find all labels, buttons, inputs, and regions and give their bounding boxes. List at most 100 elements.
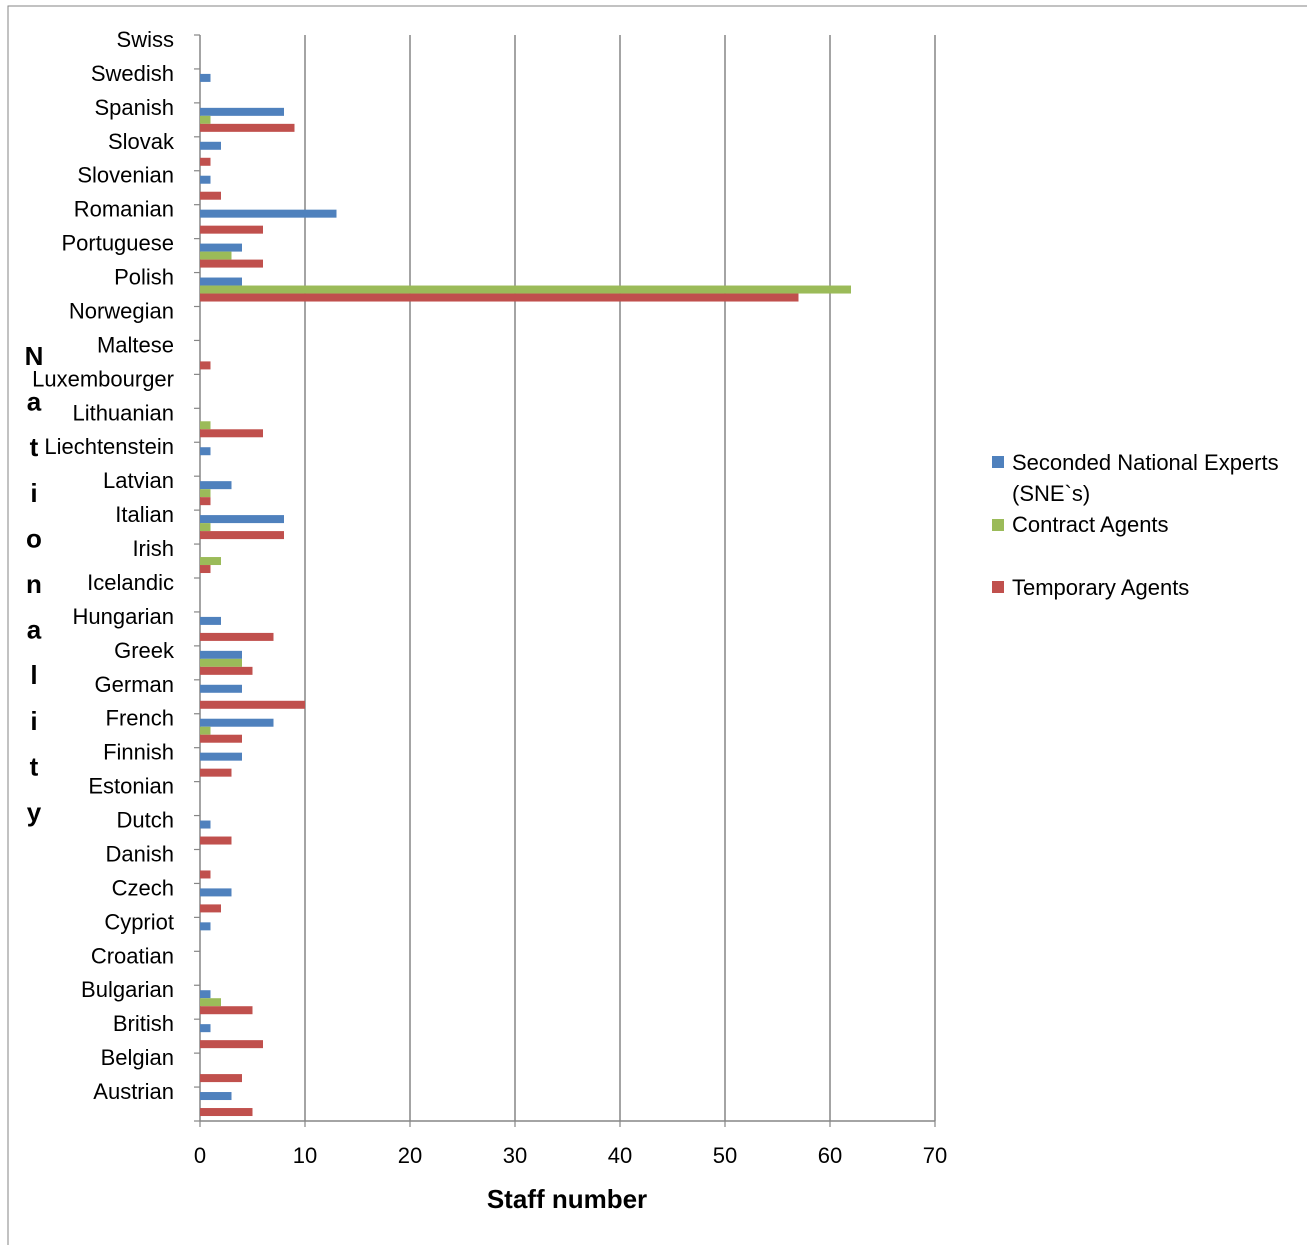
y-axis-title-letter: i [30,706,37,736]
bar-british-seconded-national-experts-sne-s [200,1024,211,1033]
bar-spanish-seconded-national-experts-sne-s [200,107,284,116]
bar-maltese-temporary-agents [200,361,211,370]
category-label-belgian: Belgian [101,1045,174,1070]
category-label-croatian: Croatian [91,943,174,968]
category-label-slovak: Slovak [108,129,175,154]
bar-austrian-seconded-national-experts-sne-s [200,1092,232,1101]
y-axis-title-letter: o [26,523,42,553]
x-tick-label-30: 30 [503,1143,527,1168]
bar-lithuanian-temporary-agents [200,429,263,438]
category-label-maltese: Maltese [97,332,174,357]
bar-irish-temporary-agents [200,565,211,574]
bar-german-seconded-national-experts-sne-s [200,684,242,693]
y-axis-title-letter: a [27,615,42,645]
bar-lithuanian-contract-agents [200,421,211,430]
category-label-italian: Italian [115,502,174,527]
bar-cypriot-seconded-national-experts-sne-s [200,922,211,931]
category-label-swedish: Swedish [91,61,174,86]
bar-greek-contract-agents [200,658,242,667]
bar-liechtenstein-seconded-national-experts-sne-s [200,447,211,456]
x-tick-label-60: 60 [818,1143,842,1168]
bar-bulgarian-contract-agents [200,998,221,1007]
category-label-spanish: Spanish [94,95,174,120]
category-label-lithuanian: Lithuanian [72,400,174,425]
bar-belgian-temporary-agents [200,1074,242,1083]
bar-slovak-seconded-national-experts-sne-s [200,141,221,150]
bar-portuguese-seconded-national-experts-sne-s [200,243,242,252]
legend-label-temporary-agents: Temporary Agents [1012,575,1189,600]
x-tick-label-70: 70 [923,1143,947,1168]
y-axis-title-letter: N [25,341,44,371]
bar-czech-seconded-national-experts-sne-s [200,888,232,897]
legend: Seconded National Experts (SNE`s) Contra… [992,450,1279,600]
category-label-dutch: Dutch [117,808,174,833]
y-axis-title-letter: y [27,797,42,827]
bar-latvian-seconded-national-experts-sne-s [200,481,232,490]
bar-slovak-temporary-agents [200,157,211,166]
bar-dutch-seconded-national-experts-sne-s [200,820,211,829]
bar-german-temporary-agents [200,700,305,709]
bar-french-seconded-national-experts-sne-s [200,718,274,727]
category-label-romanian: Romanian [74,197,174,222]
y-axis-title-letter: i [30,478,37,508]
category-label-bulgarian: Bulgarian [81,977,174,1002]
x-tick-label-20: 20 [398,1143,422,1168]
category-label-liechtenstein: Liechtenstein [44,434,174,459]
bar-slovenian-temporary-agents [200,191,221,200]
legend-label-sne-line2: (SNE`s) [1012,481,1090,506]
bar-irish-contract-agents [200,557,221,566]
category-label-british: British [113,1011,174,1036]
legend-swatch-sne [992,456,1004,468]
bar-greek-temporary-agents [200,666,253,675]
bar-polish-contract-agents [200,285,851,294]
y-axis-title-letter: t [30,432,39,462]
bar-bulgarian-seconded-national-experts-sne-s [200,990,211,999]
category-label-portuguese: Portuguese [61,231,174,256]
bar-portuguese-temporary-agents [200,259,263,268]
category-label-swiss: Swiss [117,27,174,52]
bar-polish-temporary-agents [200,293,799,302]
category-label-slovenian: Slovenian [77,163,174,188]
legend-swatch-temporary-agents [992,581,1004,593]
bar-latvian-contract-agents [200,489,211,498]
legend-label-contract-agents: Contract Agents [1012,512,1169,537]
y-axis-title-letter: t [30,751,39,781]
category-labels: Austrian Belgian British Bulgarian Croatian C… [32,27,175,1104]
bar-italian-temporary-agents [200,531,284,540]
bars [200,73,851,1117]
bar-polish-seconded-national-experts-sne-s [200,277,242,286]
category-label-hungarian: Hungarian [72,604,174,629]
bar-hungarian-seconded-national-experts-sne-s [200,616,221,625]
category-label-german: German [95,672,174,697]
category-label-finnish: Finnish [103,740,174,765]
bar-greek-seconded-national-experts-sne-s [200,650,242,659]
category-label-icelandic: Icelandic [87,570,174,595]
bar-spanish-contract-agents [200,115,211,124]
bar-finnish-seconded-national-experts-sne-s [200,752,242,761]
category-label-polish: Polish [114,265,174,290]
bar-danish-temporary-agents [200,870,211,879]
bar-dutch-temporary-agents [200,836,232,845]
category-label-estonian: Estonian [88,774,174,799]
category-label-latvian: Latvian [103,468,174,493]
y-axis-title-letter: l [30,660,37,690]
x-tick-labels: 0 10 20 30 40 50 60 70 [194,1143,947,1168]
category-label-czech: Czech [112,875,174,900]
bar-italian-contract-agents [200,523,211,532]
bar-hungarian-temporary-agents [200,632,274,641]
category-label-irish: Irish [132,536,174,561]
y-axis-title-letter: n [26,569,42,599]
x-axis-title: Staff number [487,1184,647,1214]
y-axis-title-letter: a [27,387,42,417]
gridlines [304,35,936,1121]
bar-swedish-seconded-national-experts-sne-s [200,73,211,82]
x-tick-label-50: 50 [713,1143,737,1168]
bar-romanian-seconded-national-experts-sne-s [200,209,337,218]
category-label-french: French [106,706,174,731]
category-label-luxembourger: Luxembourger [32,366,174,391]
x-tick-label-10: 10 [293,1143,317,1168]
bar-czech-temporary-agents [200,904,221,913]
x-tick-label-0: 0 [194,1143,206,1168]
bar-finnish-temporary-agents [200,768,232,777]
